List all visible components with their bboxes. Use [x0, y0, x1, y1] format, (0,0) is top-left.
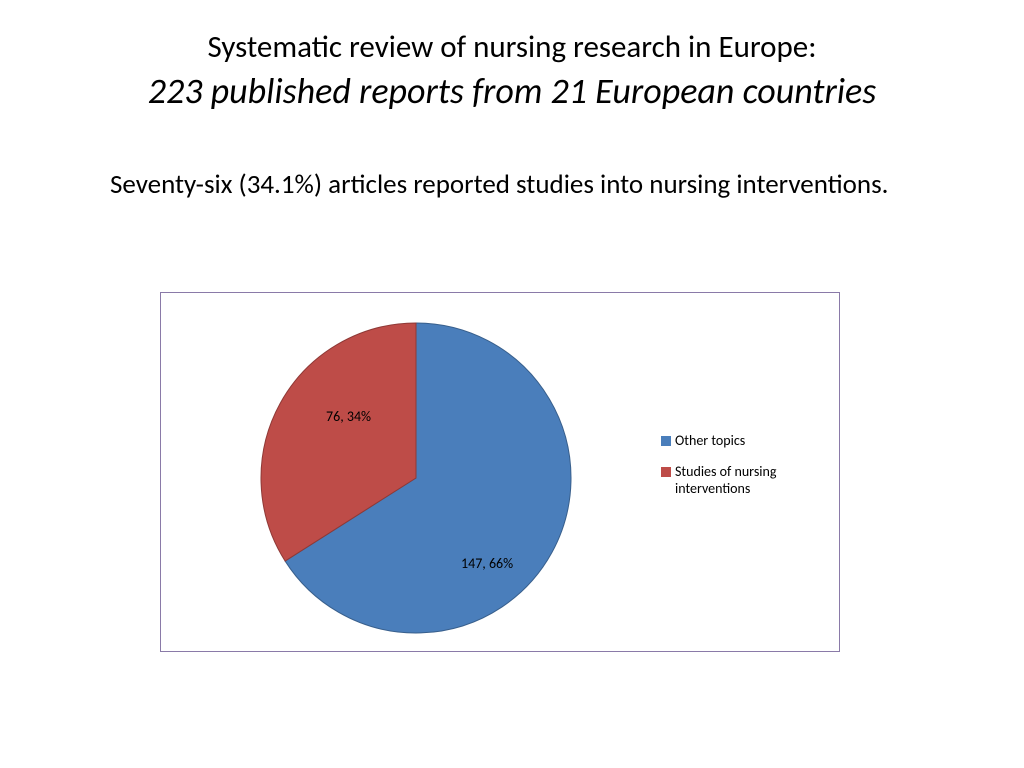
slide-title: Systematic review of nursing research in…	[0, 28, 1024, 114]
pie-chart-container: Other topics Studies of nursing intervent…	[160, 292, 840, 652]
title-line-2: 223 published reports from 21 European c…	[0, 69, 1024, 114]
legend-item: Other topics	[661, 433, 816, 450]
legend-item: Studies of nursing interventions	[661, 464, 816, 498]
legend-label: Studies of nursing interventions	[675, 464, 816, 498]
chart-legend: Other topics Studies of nursing intervent…	[661, 433, 816, 511]
title-line-1: Systematic review of nursing research in…	[0, 28, 1024, 67]
pie-slice-label: 76, 34%	[326, 408, 371, 425]
legend-swatch	[661, 467, 671, 477]
body-text: Seventy-six (34.1%) articles reported st…	[110, 168, 890, 202]
legend-swatch	[661, 436, 671, 446]
pie-slice-label: 147, 66%	[461, 555, 513, 572]
legend-label: Other topics	[675, 433, 745, 450]
slide-root: Systematic review of nursing research in…	[0, 0, 1024, 768]
